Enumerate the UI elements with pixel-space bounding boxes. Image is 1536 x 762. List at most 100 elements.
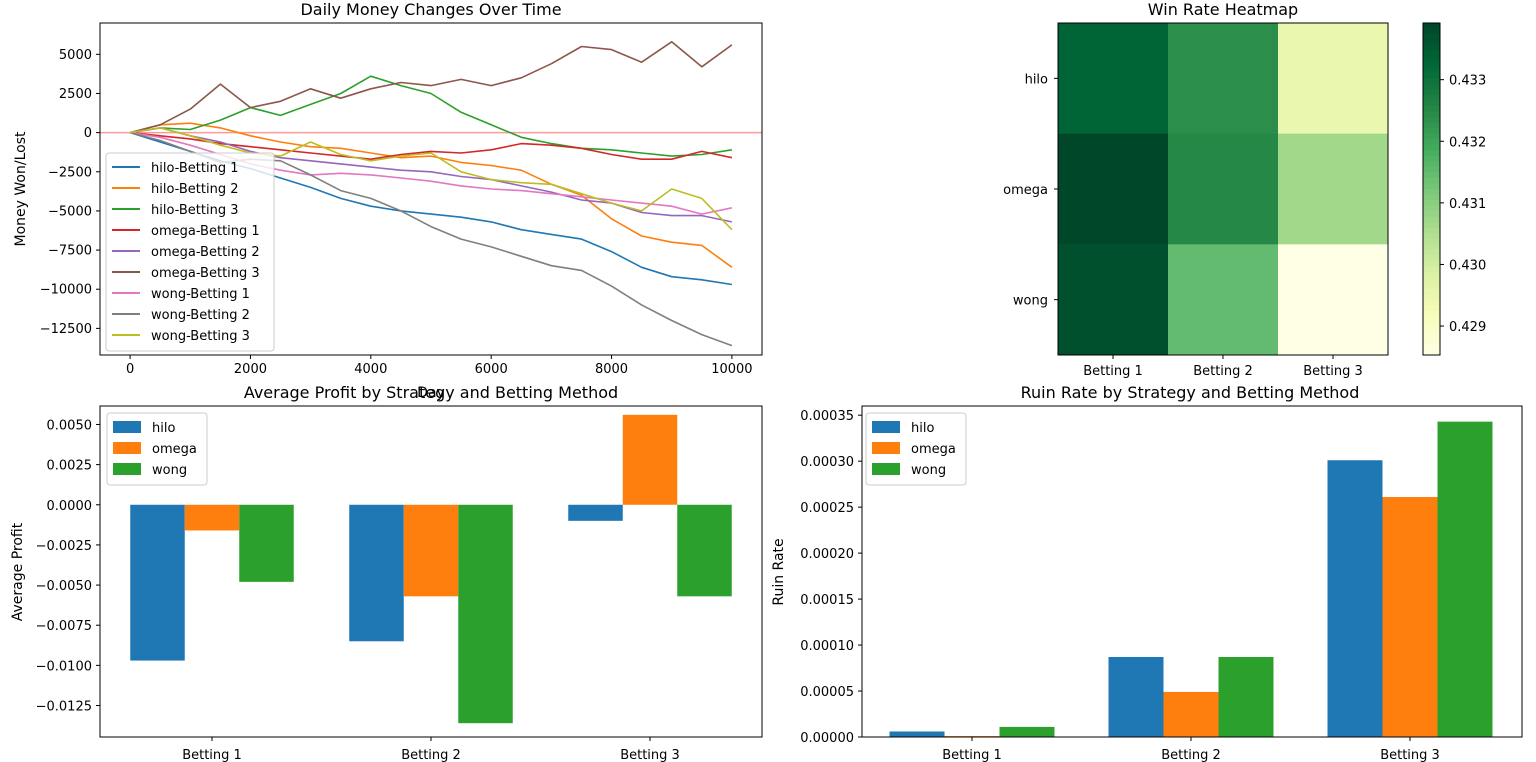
legend-label: wong [911,463,946,478]
colorbar-segment [1423,205,1440,212]
ruin-chart-ylabel: Ruin Rate [771,538,787,605]
colorbar-segment [1423,83,1440,90]
legend-swatch [872,463,900,475]
y-tick-label: −0.0025 [36,539,92,554]
colorbar-segment [1423,288,1440,295]
bar-omega-2 [1382,497,1438,737]
series-line-5 [129,40,733,134]
x-tick-label: Betting 2 [1161,748,1221,762]
colorbar-segment [1423,150,1440,157]
colorbar-segment [1423,305,1440,312]
y-tick-label: 0.00020 [800,547,854,562]
line-chart-plot-area: 0 2000 4000 6000 8000 10000 −12500 −10000 −7500 −… [40,22,763,377]
colorbar-segment [1423,72,1440,79]
colorbar-segment [1423,294,1440,301]
colorbar-segment [1423,222,1440,229]
legend-swatch [113,421,141,433]
bar-chart-average-profit: Average Profit by Strategy and Betting M… [10,383,763,762]
x-tick-label: Betting 3 [1380,748,1440,762]
legend-label: omega [911,442,956,457]
line-chart-title: Daily Money Changes Over Time [300,0,561,19]
legend-label: wong-Betting 2 [151,308,250,323]
y-tick-label: 0.00010 [800,639,854,654]
y-tick-label: 0.0000 [47,499,93,514]
heatmap-title: Win Rate Heatmap [1148,0,1298,19]
bar-hilo-2 [1327,460,1383,737]
colorbar-segment [1423,23,1440,30]
y-tick-label: 0.00035 [800,409,854,424]
bar-wong-1 [458,504,513,724]
y-tick-label: 0 [84,126,92,141]
heatmap-cell [1168,133,1279,245]
colorbar-segment [1423,128,1440,135]
colorbar-segment [1423,338,1440,345]
legend-label: omega-Betting 1 [151,224,260,239]
x-tick-label: 6000 [475,362,508,377]
bar-hilo-1 [1108,657,1164,737]
heatmap-row-label: omega [1003,183,1048,198]
colorbar-segment [1423,327,1440,334]
bar-wong-2 [677,504,732,597]
colorbar-tick-label: 0.430 [1449,258,1486,273]
colorbar-tick-label: 0.431 [1449,197,1486,212]
colorbar-segment [1423,56,1440,63]
colorbar-segment [1423,155,1440,162]
heatmap-row-label: wong [1013,294,1048,309]
profit-chart-ylabel: Average Profit [10,522,26,621]
bar-hilo-1 [349,504,404,642]
heatmap-cell [1168,244,1279,356]
y-tick-label: −12500 [40,322,92,337]
colorbar-segment [1423,50,1440,57]
y-tick-label: 0.00030 [800,455,854,470]
colorbar-tick-label: 0.432 [1449,135,1486,150]
colorbar-segment [1423,238,1440,245]
bar-wong-0 [999,726,1055,737]
colorbar-segment [1423,67,1440,74]
colorbar-segment [1423,39,1440,46]
legend-label: omega-Betting 2 [151,245,260,260]
colorbar-segment [1423,200,1440,207]
heatmap-column-label: Betting 1 [1083,364,1143,379]
legend-label: hilo [911,421,934,436]
colorbar-segment [1423,183,1440,190]
legend-swatch [113,463,141,475]
legend-label: hilo-Betting 2 [151,182,239,197]
legend-swatch [872,442,900,454]
colorbar-segment [1423,172,1440,179]
legend-label: hilo [152,421,175,436]
colorbar-segment [1423,272,1440,279]
colorbar-segment [1423,61,1440,68]
ruin-chart-plot-area: Betting 1 Betting 2 Betting 3 0.00000 0.0000… [800,405,1523,762]
colorbar-segment [1423,211,1440,218]
bar-omega-0 [184,504,240,531]
heatmap-cell [1278,133,1389,245]
plot-frame [99,405,763,738]
legend-box [105,152,275,352]
colorbar-segment [1423,111,1440,118]
legend-label: wong-Betting 1 [151,287,250,302]
colorbar-segment [1423,332,1440,339]
colorbar-segment [1423,216,1440,223]
plot-frame [99,22,763,356]
legend-label: omega-Betting 3 [151,266,260,281]
heatmap-column-label: Betting 3 [1303,364,1363,379]
heatmap-cell [1058,23,1169,135]
bar-chart-ruin-rate: Ruin Rate by Strategy and Betting Method… [771,383,1523,762]
colorbar-segment [1423,100,1440,107]
colorbar-segment [1423,277,1440,284]
bar-wong-0 [239,504,294,582]
legend-label: hilo-Betting 3 [151,203,239,218]
y-tick-label: 0.00000 [800,731,854,746]
line-chart-xlabel: Day [417,385,445,401]
x-tick-label: 4000 [354,362,387,377]
y-tick-label: 0.00025 [800,501,854,516]
colorbar-frame [1422,22,1441,356]
y-tick-label: −2500 [48,165,92,180]
y-tick-label: −0.0075 [36,619,92,634]
y-tick-label: 0.00005 [800,685,854,700]
legend-label: wong [152,463,187,478]
y-tick-label: −0.0100 [36,659,92,674]
legend-label: wong-Betting 3 [151,329,250,344]
colorbar-segment [1423,78,1440,85]
heatmap-cell [1168,23,1279,135]
